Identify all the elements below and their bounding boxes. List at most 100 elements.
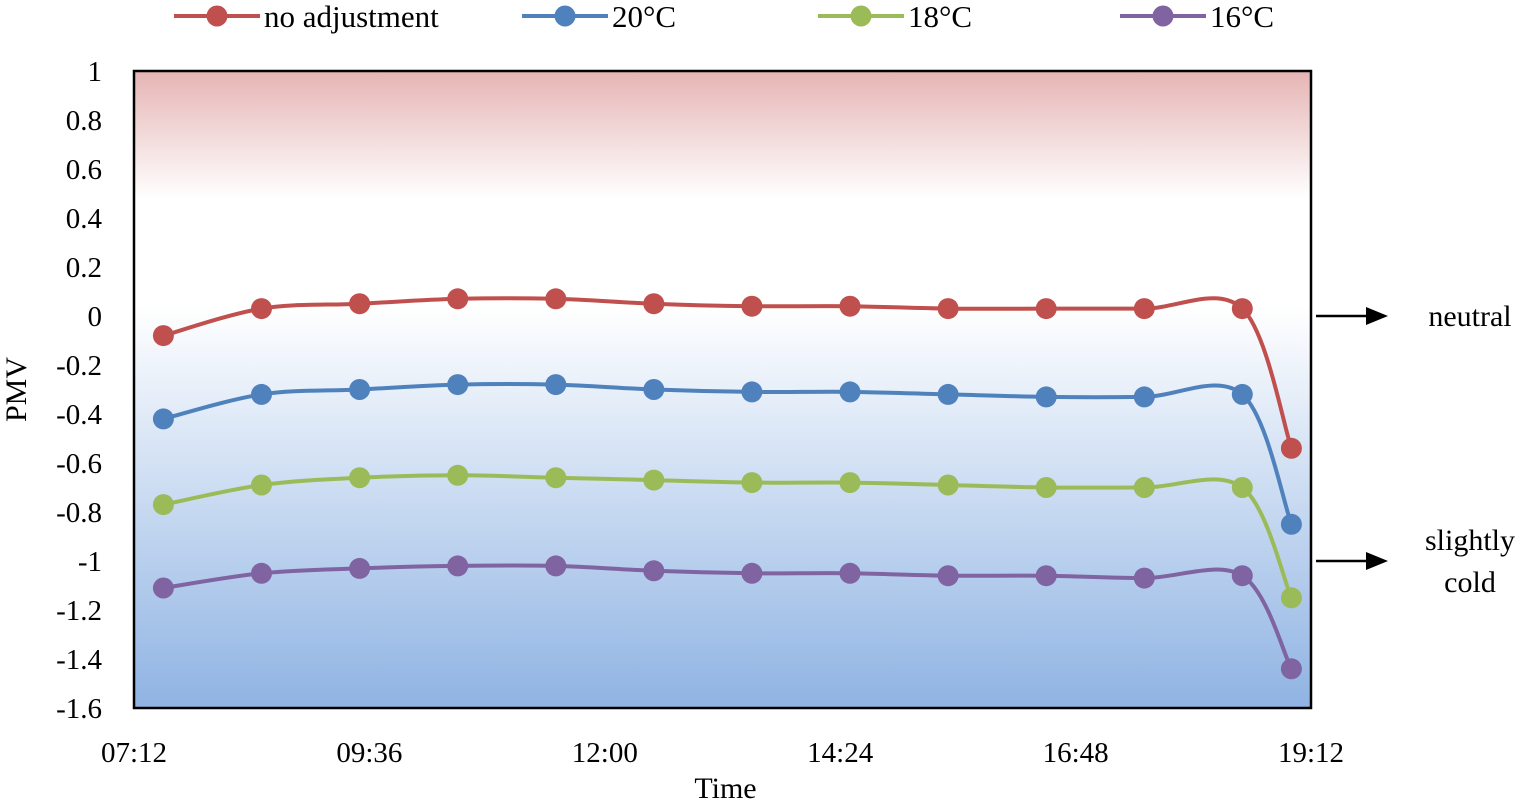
legend-marker [1152,5,1174,27]
data-point [741,562,763,584]
annotations: neutral slightly cold [1316,300,1515,599]
data-point [152,577,174,599]
data-point [545,288,567,310]
data-point [1280,587,1302,609]
data-point [349,293,371,315]
data-point [1231,383,1253,405]
y-tick-label: 0 [88,301,103,333]
y-tick-label: -0.6 [56,448,102,480]
data-point [349,467,371,489]
data-point [839,472,861,494]
data-point [1280,513,1302,535]
series-0 [152,288,1302,459]
data-point [741,381,763,403]
annotation: neutral [1316,300,1512,333]
series-3 [152,555,1302,680]
data-point [152,494,174,516]
series-2 [152,464,1302,609]
data-point [1133,477,1155,498]
data-point [447,374,469,396]
legend-label: 20°C [612,0,676,34]
x-axis: 07:12 09:36 12:00 14:24 16:48 19:12 [101,737,1344,769]
data-point [839,295,861,317]
data-point [1035,298,1057,320]
x-tick-label: 14:24 [807,737,874,769]
data-point [1231,565,1253,587]
y-tick-label: -1 [78,546,102,578]
data-point [545,555,567,577]
y-tick-label: 0.8 [66,105,102,137]
y-tick-label: 0.4 [66,203,103,235]
y-tick-label: -0.4 [56,399,102,431]
legend-item: 20°C [522,0,676,34]
y-axis-title: PMV [0,357,33,422]
data-point [251,474,272,496]
data-point [349,379,371,400]
x-tick-label: 12:00 [572,737,638,769]
x-tick-label: 09:36 [336,737,402,769]
y-tick-label: 0.6 [66,154,102,186]
data-point [937,565,959,587]
legend-marker [206,5,228,27]
data-point [1035,386,1057,408]
legend-marker [554,5,576,27]
legend-label: no adjustment [264,0,439,34]
legend: no adjustment 20°C 18°C 16°C [174,0,1274,34]
x-tick-label: 16:48 [1043,737,1109,769]
y-tick-label: -0.8 [56,497,102,529]
x-axis-title: Time [694,772,756,802]
annotation-label: slightly cold [1425,524,1515,599]
data-point [251,383,272,405]
annotation: slightly cold [1316,524,1515,599]
y-tick-label: 1 [88,56,103,88]
data-point [545,467,567,489]
legend-marker [850,5,872,27]
data-point [937,474,959,496]
data-point [1133,298,1155,320]
data-point [349,557,371,579]
data-point [1231,298,1253,320]
data-point [1035,565,1057,587]
y-tick-label: -0.2 [56,350,102,382]
data-point [937,298,959,320]
data-point [447,464,469,486]
legend-label: 16°C [1210,0,1274,34]
data-point [1133,567,1155,589]
data-point [447,288,469,310]
y-tick-label: 0.2 [66,252,102,284]
x-tick-label: 07:12 [101,737,167,769]
data-point [643,379,665,400]
data-point [1231,477,1253,498]
y-tick-label: -1.6 [56,693,102,725]
data-point [545,374,567,396]
x-tick-label: 19:12 [1278,737,1344,769]
arrow-icon [1366,307,1388,325]
y-tick-label: -1.4 [56,644,102,676]
legend-item: no adjustment [174,0,439,34]
data-point [251,562,272,584]
plot-area-border [132,69,1313,710]
data-point [741,295,763,317]
data-point [839,381,861,403]
data-point [251,298,272,320]
data-point [1035,477,1057,498]
y-tick-label: -1.2 [56,595,102,627]
data-point [1280,658,1302,680]
data-point [937,383,959,405]
data-point [839,562,861,584]
y-axis: 1 0.8 0.6 0.4 0.2 0 -0.2 -0.4 -0.6 -0.8 -1 -1.2 -1.4… [56,56,102,725]
legend-item: 18°C [818,0,972,34]
data-point [152,325,174,347]
arrow-icon [1366,552,1388,570]
series-layer [152,288,1302,680]
legend-item: 16°C [1120,0,1274,34]
annotation-label: neutral [1428,300,1511,333]
data-point [643,560,665,582]
data-point [152,408,174,430]
data-point [1280,437,1302,459]
data-point [741,472,763,494]
series-1 [152,374,1302,535]
legend-label: 18°C [908,0,972,34]
